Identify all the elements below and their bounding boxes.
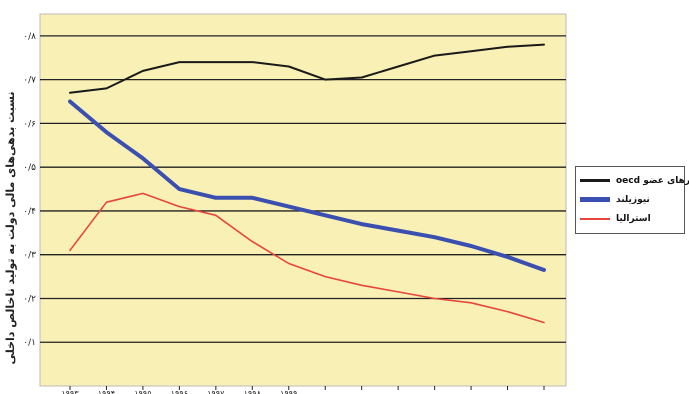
x-tick-label: ۱۹۹۵ [134, 389, 151, 394]
x-axis-ticks: ۱۹۹۳ ۱۹۹۴ ۱۹۹۵ ۱۹۹۶ ۱۹۹۷ ۱۹۹۸ ۱۹۹۹ [61, 386, 545, 394]
y-tick-label: ۰/۸ [23, 32, 36, 42]
series-line-new-zealand [68, 99, 546, 272]
y-tick-label: ۰/۵ [23, 163, 36, 173]
y-tick-label: ۰/۴ [23, 207, 36, 217]
y-tick-label: ۰/۲ [23, 294, 36, 304]
gridlines [40, 35, 566, 343]
x-tick-label: ۱۹۹۴ [98, 389, 115, 394]
x-tick-label: ۱۹۹۷ [207, 389, 225, 394]
legend-item-new-zealand: نیوزیلند [580, 190, 680, 209]
x-tick-label: ۱۹۹۸ [244, 389, 262, 394]
legend-swatch-oecd [580, 179, 610, 182]
plot-area [39, 13, 567, 387]
series-line-oecd [69, 43, 545, 94]
y-axis-label: نسبت بدهی‌های مالی دولت به تولید ناخالص … [4, 91, 17, 364]
legend-label-australia: استرالیا [616, 213, 651, 224]
legend-item-australia: استرالیا [580, 209, 680, 228]
legend: کشورهای عضو oecd نیوزیلند استرالیا [575, 166, 689, 234]
legend-label-oecd: کشورهای عضو oecd [616, 175, 689, 186]
legend-item-oecd: کشورهای عضو oecd [580, 171, 689, 190]
legend-swatch-australia [580, 217, 610, 220]
series-lines [68, 43, 546, 324]
legend-swatch-new-zealand [580, 197, 610, 202]
y-tick-label: ۰/۱ [23, 338, 36, 348]
y-tick-label: ۰/۶ [23, 119, 36, 129]
x-tick-label: ۱۹۹۶ [171, 389, 188, 394]
legend-label-new-zealand: نیوزیلند [616, 194, 650, 205]
y-axis-ticks: ۰/۱ ۰/۲ ۰/۳ ۰/۴ ۰/۵ ۰/۶ ۰/۷ ۰/۸ [23, 32, 36, 348]
series-line-australia [69, 192, 545, 324]
y-tick-label: ۰/۷ [23, 76, 36, 86]
y-tick-label: ۰/۳ [23, 251, 36, 261]
x-tick-label: ۱۹۹۹ [280, 389, 297, 394]
x-tick-label: ۱۹۹۳ [61, 389, 79, 394]
